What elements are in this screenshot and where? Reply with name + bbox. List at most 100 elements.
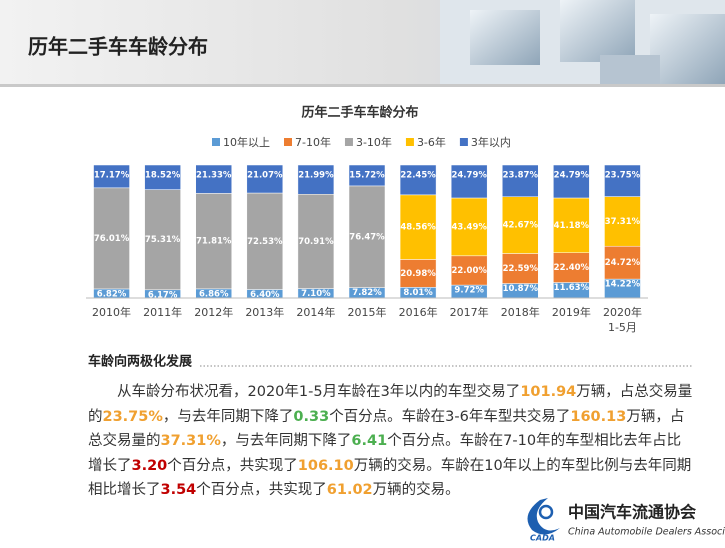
value-label: 22.00% [451,266,487,276]
bar-segment [144,164,181,190]
value-label: 8.01% [403,288,433,298]
x-tick-label: 2020年 1-5月 [603,305,642,334]
value-label: 20.98% [400,269,436,279]
bar-segment [348,164,386,187]
body-text: 个百分点。车龄在7-10年的车型相比去年占比增长了 [88,433,682,474]
legend-label: 3-6年 [417,135,446,149]
value-label: 21.99% [298,171,334,181]
value-label: 24.79% [554,171,590,181]
value-label: 21.33% [196,171,232,181]
value-label: 9.72% [454,286,484,296]
highlight-text: 6.41 [351,433,388,449]
value-label: 43.49% [451,222,487,232]
value-label: 7.82% [352,288,382,298]
body-text: 万辆，占总交易量的 [88,384,693,425]
value-label: 14.22% [605,280,641,290]
x-tick-label: 2013年 [245,305,284,319]
legend-label: 10年以上 [223,135,270,149]
bar-segment [450,255,488,286]
bar-segment [297,193,335,289]
highlight-text: 61.02 [326,482,373,498]
section-heading: 车龄向两极化发展 [88,354,193,370]
bar-segment [553,252,590,283]
bar-segment [553,197,590,253]
body-text: 万辆的交易。车龄在10年以上的车型比例与去年同期相比增长了 [88,457,692,499]
highlight-text: 3.20 [131,457,168,474]
bar-segment [502,253,539,284]
bar-segment [502,196,539,254]
legend-swatch [212,138,220,146]
bar-segment [502,164,539,197]
value-label: 22.59% [503,264,539,274]
bar-segment [399,194,437,260]
value-label: 72.53% [247,237,283,247]
bar-segment [93,164,130,189]
value-label: 6.40% [250,290,280,300]
body-text: 万辆的交易。 [372,482,460,498]
body-text: 从车龄分布状况看，2020年1-5月车龄在3年以内的车型交易了 [117,384,521,400]
bar-segment [604,196,641,247]
bar-segment [450,164,488,199]
value-label: 15.72% [349,171,385,181]
value-label: 23.87% [503,171,539,181]
x-tick-label: 2018年 [501,305,540,319]
x-tick-label: 2014年 [296,305,335,319]
body-text: 万辆，占总交易量的 [88,408,685,450]
highlight-text: 0.33 [293,408,330,425]
bar-segment [195,164,232,194]
value-label: 18.52% [145,171,181,181]
page-title: 历年二手车车龄分布 [28,35,208,59]
value-label: 22.40% [554,263,590,273]
x-tick-label: 2011年 [143,305,182,319]
header-rule [0,84,725,87]
value-label: 76.47% [349,232,385,242]
x-tick-label: 2019年 [552,305,591,319]
value-label: 6.86% [199,289,229,299]
logo-mark [527,498,560,535]
body-text: 个百分点。车龄在3-6年车型共交易了 [329,408,571,425]
value-label: 75.31% [145,235,181,245]
legend-swatch [459,138,468,146]
value-label: 7.10% [301,289,331,299]
value-label: 10.87% [503,284,539,294]
bar-segment [144,189,181,291]
chart-title: 历年二手车车龄分布 [301,105,418,121]
bar-segment [195,193,232,290]
value-label: 17.17% [94,171,130,181]
logo-english: China Automobile Dealers Association [568,527,725,538]
legend-label: 3年以内 [471,135,511,149]
x-tick-label: 2017年 [450,305,489,319]
value-label: 48.56% [400,223,436,233]
value-label: 42.67% [503,221,539,231]
bar-segment [399,164,437,196]
legend-swatch [405,138,414,146]
bar-segment [450,197,488,257]
highlight-text: 23.75% [102,408,163,425]
bar-segment [604,245,641,280]
x-tick-label: 2016年 [399,305,438,319]
legend-swatch [344,138,353,146]
legend-swatch [284,138,292,146]
value-label: 22.45% [400,171,436,181]
body-text: ，与去年同期下降了 [162,408,294,425]
value-label: 70.91% [298,237,334,247]
body-text: 个百分点，共实现了 [196,482,327,498]
value-label: 6.82% [97,289,127,299]
bar-segment [93,187,130,290]
body-text: 个百分点，共实现了 [167,457,298,474]
value-label: 24.72% [605,258,641,268]
x-tick-label: 2010年 [92,305,131,319]
value-label: 21.07% [247,171,283,181]
highlight-text: 160.13 [570,408,627,425]
value-label: 23.75% [605,171,641,181]
body-text: ，与去年同期下降了 [220,433,352,449]
bar-segment [553,164,590,199]
value-label: 11.63% [554,283,590,293]
logo-name: 中国汽车流通协会 [568,503,696,522]
value-label: 41.18% [554,221,590,231]
legend-label: 3-10年 [356,135,392,149]
value-label: 24.79% [451,171,487,181]
highlight-text: 101.94 [520,384,577,400]
